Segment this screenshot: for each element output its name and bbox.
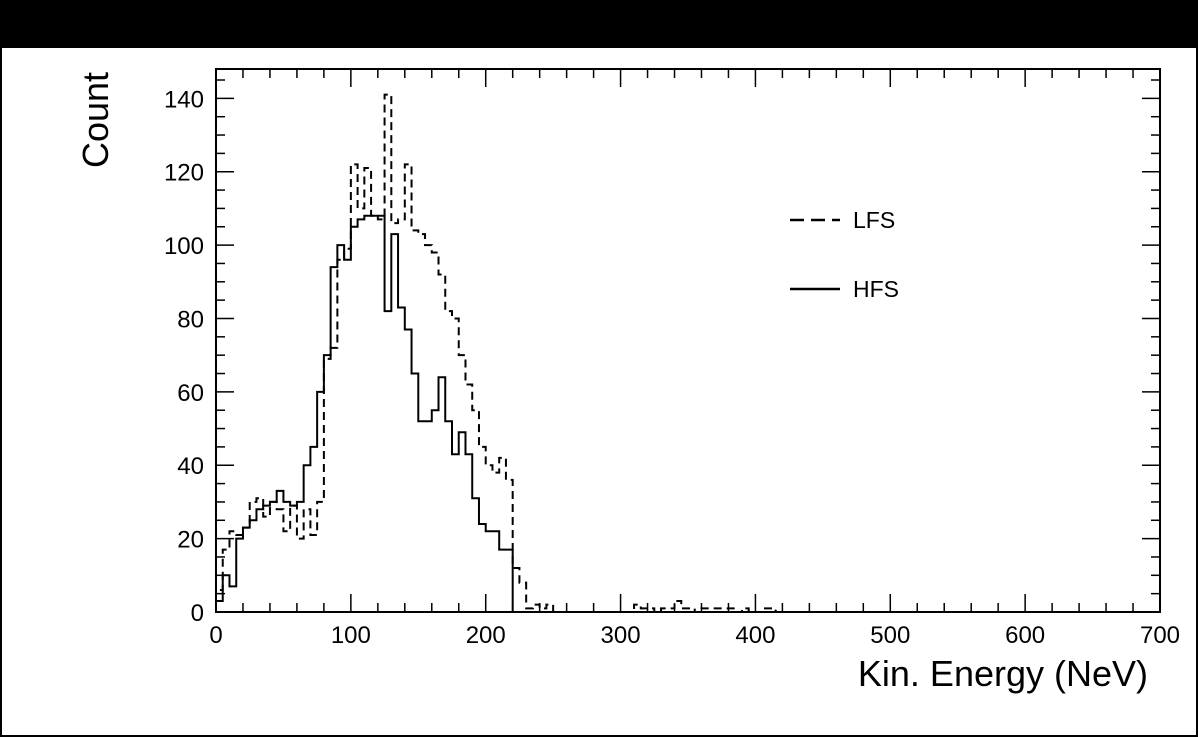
legend-label-hfs: HFS [853,276,899,302]
y-tick-label: 40 [177,453,204,480]
x-tick-label: 700 [1140,622,1180,649]
x-tick-label: 200 [466,622,506,649]
y-tick-label: 120 [164,160,204,187]
series-hfs-line [215,214,1160,613]
y-axis-title: Count [75,72,116,168]
y-tick-label: 140 [164,86,204,113]
tick-labels: 0 100 200 300 400 500 600 700 0 20 40 60 80 100 120 140 [164,86,1180,649]
y-tick-label: 80 [177,306,204,333]
plot-frame [215,68,1161,613]
y-tick-label: 0 [191,600,204,627]
x-axis-title: Kin. Energy (NeV) [858,653,1148,694]
x-tick-label: 0 [209,622,222,649]
series-layer [215,93,1160,613]
x-tick-label: 300 [601,622,641,649]
x-tick-label: 600 [1005,622,1045,649]
axis-ticks [215,69,1161,613]
legend: LFS HFS [790,207,899,302]
x-tick-label: 400 [735,622,775,649]
x-tick-label: 100 [331,622,371,649]
series-lfs-line [215,93,1160,613]
x-tick-label: 500 [870,622,910,649]
legend-label-lfs: LFS [853,207,895,233]
y-tick-label: 20 [177,527,204,554]
chart-panel [2,48,1196,735]
y-tick-label: 60 [177,380,204,407]
y-tick-label: 100 [164,233,204,260]
